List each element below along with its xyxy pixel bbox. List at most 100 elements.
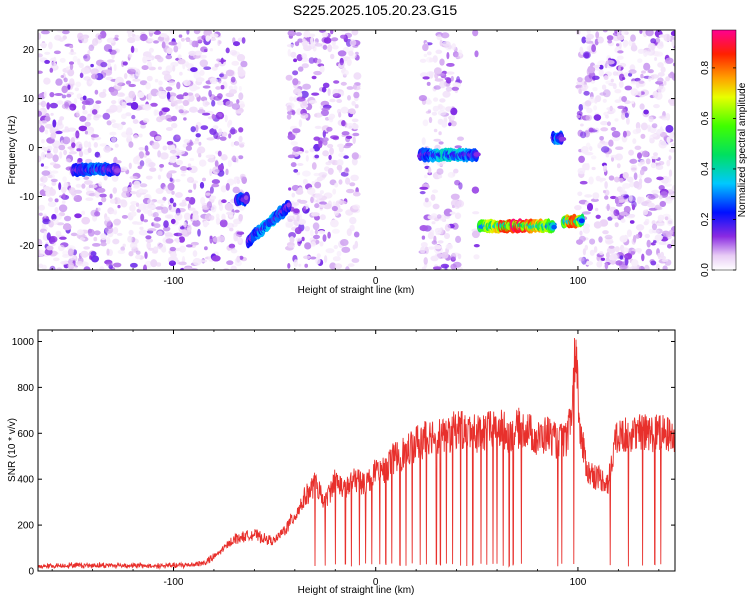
spectrogram-cell [144, 251, 148, 259]
spectrogram-cell [436, 214, 442, 219]
spectrogram-cell [293, 169, 299, 173]
spectrogram-cell [332, 93, 341, 99]
x-tick-label: 0 [373, 577, 379, 588]
spectrogram-cell [158, 90, 167, 97]
spectrogram-cell [62, 250, 70, 256]
spectrogram-cell [202, 220, 209, 228]
spectrogram-cell [155, 188, 164, 194]
spectrogram-cell [445, 86, 453, 92]
spectrogram-cell [603, 190, 606, 194]
spectrogram-cell [236, 255, 241, 263]
spectrogram-cell [230, 248, 238, 254]
spectrogram-cell [139, 183, 148, 188]
spectrogram-cell [130, 262, 138, 268]
spectrogram-cell [578, 88, 582, 94]
spectrogram-cell [309, 256, 317, 260]
spectrogram-cell [92, 38, 99, 46]
spectrogram-cell [112, 238, 120, 245]
spectrogram-cell [310, 196, 314, 204]
spectrogram-cell [221, 213, 226, 221]
spectrogram-cell [177, 54, 182, 59]
spectrogram-cell [328, 159, 334, 164]
spectrogram-cell [129, 204, 136, 212]
spectrogram-cell [83, 76, 91, 81]
spectrogram-cell [617, 65, 621, 72]
spectrogram-cell [44, 59, 50, 64]
spectrogram-cell [591, 44, 596, 53]
spectrogram-cell [225, 168, 229, 175]
spectrogram-cell [171, 122, 178, 129]
spectrogram-cell [628, 214, 636, 218]
spectrogram-cell [426, 71, 435, 76]
spectrogram-cell [314, 181, 322, 189]
spectrogram-cell [592, 87, 598, 92]
spectrogram-cell [98, 201, 103, 206]
spectrogram-cell [180, 226, 185, 230]
spectrogram-cell [472, 211, 480, 215]
spectrogram-cell [295, 32, 302, 37]
spectrogram-cell [613, 252, 620, 260]
spectrogram-cell [183, 79, 191, 86]
spectrogram-cell [188, 50, 197, 56]
spectrogram-cell [139, 226, 144, 230]
spectrogram-cell [660, 66, 666, 73]
x-tick-label: 100 [570, 276, 587, 287]
spectrogram-cell [130, 201, 138, 206]
spectrogram-cell [317, 230, 325, 234]
spectrogram-cell [635, 248, 642, 253]
spectrogram-cell [117, 98, 124, 105]
spectrogram-cell [430, 194, 436, 201]
spectrogram-cell [48, 197, 53, 202]
spectrogram-cell [139, 80, 148, 86]
spectrogram-cell [616, 163, 621, 169]
spectrogram-cell [194, 93, 200, 98]
spectrogram-cell [303, 45, 312, 51]
spectrogram-cell [183, 117, 187, 121]
spectrogram-cell [176, 150, 186, 155]
spectrogram-cell [437, 240, 444, 244]
colorbar: 0.0 0.2 0.4 0.6 0.8 Normalized spectral ampl… [700, 29, 748, 277]
spectrogram-cell [81, 216, 91, 225]
spectrogram-cell [444, 223, 451, 232]
spectrogram-cell [163, 220, 169, 228]
spectrogram-cell [645, 30, 654, 37]
spectrogram-cell [127, 37, 136, 44]
spectrogram-cell [76, 110, 80, 117]
spectrogram-cell [293, 259, 299, 267]
spectrogram-cell [232, 186, 240, 194]
spectrogram-cell [620, 187, 626, 191]
spectrogram-cell [183, 212, 191, 221]
spectrogram-cell [586, 162, 590, 171]
spectrogram-cell [427, 166, 432, 174]
spectrogram-cell [174, 212, 183, 221]
spectrogram-cell [195, 124, 199, 133]
spectrogram-cell [434, 246, 443, 254]
spectrogram-cell [435, 49, 443, 54]
spectrogram-cell [419, 72, 429, 78]
spectrogram-cell [154, 54, 162, 60]
spectrogram-cell [297, 38, 304, 43]
spectrogram-cell [640, 159, 645, 165]
spectrogram-cell [209, 195, 217, 200]
spectrogram-cell [123, 73, 128, 79]
spectrogram-cell [352, 204, 361, 210]
spectrogram-cell [584, 244, 588, 251]
spectrogram-cell [579, 230, 583, 236]
spectrogram-cell [424, 197, 429, 203]
spectrogram-cell [212, 166, 220, 175]
spectrogram-cell [134, 47, 139, 53]
spectrogram-cell [582, 223, 591, 229]
spectrogram-cell [589, 146, 593, 152]
spectrogram-cell [141, 65, 149, 70]
spectrogram-cell [38, 110, 42, 117]
spectrogram-cell [155, 135, 162, 141]
spectrogram-cell [624, 85, 633, 91]
spectrogram-cell [43, 77, 51, 85]
spectrogram-cell [427, 215, 433, 220]
spectrogram-cell [204, 101, 210, 106]
spectrogram-cell [181, 229, 188, 235]
spectrogram-cell [293, 88, 302, 95]
spectrogram-cell [291, 109, 296, 116]
spectrogram-cell [43, 230, 48, 236]
